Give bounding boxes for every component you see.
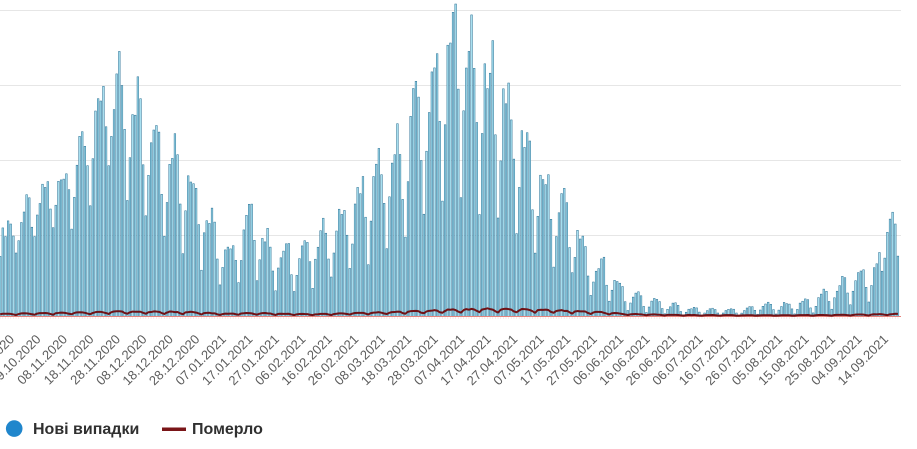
svg-text:Нові випадки: Нові випадки (33, 421, 139, 438)
svg-text:Померло: Померло (192, 421, 263, 438)
